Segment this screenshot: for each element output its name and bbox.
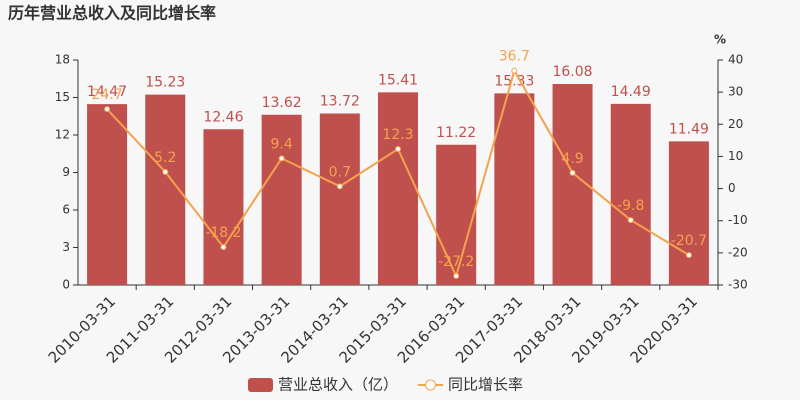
line-point: [278, 155, 285, 162]
y2-axis-label: %: [714, 33, 726, 47]
line-point: [395, 146, 401, 153]
line-point: [453, 273, 460, 279]
line-value-label: -20.7: [671, 233, 707, 249]
bar-value-label: 11.49: [669, 121, 709, 137]
line-point: [685, 252, 692, 259]
y2-tick-label: -30: [728, 278, 748, 292]
y2-tick-label: 40: [728, 53, 743, 67]
bar: [319, 113, 360, 285]
bar-value-label: 14.49: [611, 84, 651, 100]
bar: [87, 104, 128, 285]
y-tick-label: 6: [62, 203, 70, 217]
bar-value-label: 15.41: [378, 72, 418, 88]
y-tick-label: 9: [62, 165, 70, 179]
y-tick-label: 3: [62, 240, 70, 254]
y2-tick-label: 20: [728, 117, 743, 131]
bar: [494, 93, 535, 285]
bar: [668, 141, 709, 285]
bar-value-label: 13.62: [262, 95, 302, 111]
y2-tick-label: -10: [728, 213, 748, 227]
line-point: [627, 217, 634, 224]
line-point: [220, 244, 227, 251]
y2-tick-label: 10: [728, 149, 743, 163]
line-value-label: 9.4: [271, 136, 293, 152]
line-value-label: 36.7: [499, 49, 530, 65]
bar: [261, 114, 302, 285]
line-point: [569, 169, 576, 176]
y-tick-label: 18: [55, 53, 70, 67]
bar: [436, 144, 477, 285]
bar-value-label: 15.23: [145, 75, 185, 91]
bar-value-label: 15.33: [494, 73, 534, 89]
y2-tick-label: 30: [728, 85, 743, 99]
line-value-label: -18.2: [205, 225, 241, 241]
line-value-label: 5.2: [154, 150, 176, 166]
bar-value-label: 12.46: [203, 109, 243, 125]
line-value-label: 12.3: [382, 127, 413, 143]
bar-value-label: 16.08: [552, 64, 592, 80]
line-value-label: -9.8: [617, 198, 644, 214]
bar-value-label: 11.22: [436, 125, 476, 141]
line-value-label: 24.7: [92, 87, 123, 103]
bar: [610, 103, 651, 285]
line-value-label: -27.2: [438, 254, 474, 270]
line-point: [104, 106, 111, 113]
line-point: [511, 67, 518, 74]
y-tick-label: 12: [55, 128, 70, 142]
y2-tick-label: -20: [728, 245, 748, 259]
legend-swatch: [248, 378, 273, 392]
bar: [378, 92, 418, 285]
line-point: [336, 183, 343, 190]
legend-label: 同比增长率: [448, 376, 523, 394]
y-tick-label: 0: [62, 278, 70, 292]
bar-value-label: 14.47: [87, 84, 127, 100]
line-point: [162, 168, 169, 175]
bar-value-label: 13.72: [320, 94, 360, 110]
line-value-label: 4.9: [561, 151, 583, 167]
y2-tick-label: 0: [728, 181, 736, 195]
y-tick-label: 15: [55, 90, 70, 104]
bar: [203, 129, 244, 285]
chart-title: 历年营业总收入及同比增长率: [8, 4, 216, 23]
line-value-label: 0.7: [329, 164, 351, 180]
legend-swatch-point: [425, 379, 437, 391]
legend-label: 营业总收入（亿）: [278, 376, 398, 394]
